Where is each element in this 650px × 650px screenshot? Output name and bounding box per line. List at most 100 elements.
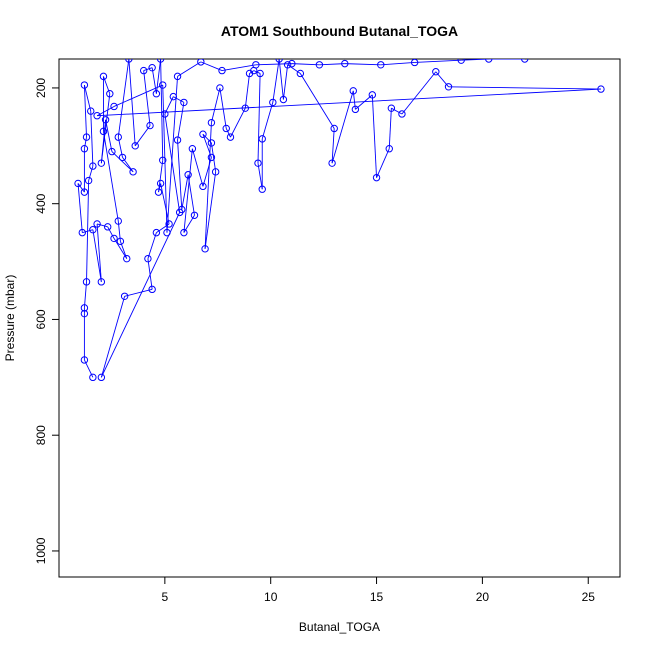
series-segment	[177, 102, 185, 141]
series-segment	[143, 70, 151, 126]
data-point	[139, 66, 148, 75]
data-point	[159, 81, 167, 89]
data-point	[146, 121, 154, 130]
data-point	[385, 145, 393, 153]
series-segment	[461, 59, 489, 61]
data-point	[330, 124, 338, 133]
series-segment	[191, 148, 204, 187]
x-tick-label: 15	[370, 590, 384, 604]
data-point	[159, 156, 167, 164]
series-segment	[299, 73, 335, 129]
series-segment	[105, 119, 113, 152]
series-segment	[225, 128, 231, 138]
series-segment	[177, 140, 183, 210]
data-point	[97, 159, 106, 167]
data-point	[99, 127, 108, 136]
x-axis-label: Butanal_TOGA	[299, 620, 380, 634]
series-segment	[134, 125, 151, 147]
data-point	[118, 153, 127, 162]
series-segment	[244, 73, 250, 109]
data-point	[89, 226, 97, 234]
series-segment	[261, 102, 274, 139]
data-point	[398, 110, 406, 118]
series-segment	[164, 113, 181, 213]
series-segment	[107, 226, 115, 239]
data-point	[87, 107, 95, 115]
data-point	[80, 304, 89, 312]
data-point	[131, 142, 139, 150]
series-segment	[147, 232, 157, 259]
data-point	[190, 211, 199, 219]
series-segment	[96, 223, 102, 282]
data-point	[108, 147, 116, 156]
data-point	[169, 92, 178, 101]
data-point	[74, 179, 82, 188]
data-point	[99, 72, 108, 81]
data-point	[89, 162, 97, 170]
series-segment	[219, 87, 227, 129]
data-point	[180, 98, 188, 107]
data-point	[288, 59, 296, 68]
chart-title: ATOM1 Southbound Butanal_TOGA	[221, 23, 458, 39]
data-point	[283, 61, 292, 69]
data-point	[349, 87, 357, 95]
data-point	[372, 173, 381, 182]
data-point	[148, 285, 156, 294]
series-segment	[166, 76, 178, 233]
data-point	[84, 176, 93, 185]
plot-area	[74, 59, 605, 382]
data-point	[80, 356, 89, 364]
series-segment	[388, 108, 392, 149]
data-point	[368, 91, 377, 99]
data-point	[161, 110, 169, 118]
series-segment	[183, 148, 193, 233]
series-segment	[77, 183, 85, 193]
series-segment	[376, 148, 390, 178]
series-segment	[90, 111, 94, 167]
y-tick-label: 800	[34, 425, 48, 445]
series-segment	[83, 281, 87, 308]
data-point	[156, 59, 165, 63]
series-segment	[117, 59, 130, 138]
series-segment	[291, 63, 320, 66]
data-point	[178, 205, 186, 214]
series-segment	[202, 157, 212, 187]
series-segment	[103, 131, 119, 222]
series-segment	[88, 165, 94, 181]
data-point	[173, 136, 182, 144]
series-segment	[158, 160, 164, 193]
data-point	[97, 373, 106, 382]
series-segment	[83, 84, 92, 112]
data-point	[252, 61, 260, 69]
series-segment	[204, 122, 212, 249]
data-point	[93, 112, 101, 120]
series-segment	[160, 59, 164, 161]
series-segment	[162, 85, 168, 233]
x-tick-label: 20	[476, 590, 490, 604]
data-point	[78, 228, 86, 237]
y-axis: 200 400 600 800 1000	[34, 78, 60, 564]
series-segment	[371, 94, 377, 178]
data-point	[89, 373, 97, 382]
series-segment	[143, 67, 153, 72]
series-segment	[155, 59, 162, 94]
series-segment	[122, 157, 134, 173]
data-point	[387, 104, 396, 112]
data-point	[173, 72, 182, 81]
data-point	[82, 133, 91, 141]
data-point	[226, 133, 235, 141]
series-segment	[391, 107, 403, 115]
data-point	[199, 182, 207, 191]
data-point	[125, 59, 133, 63]
x-axis: 5 10 15 20 25	[162, 576, 595, 604]
data-point	[152, 90, 161, 98]
data-point	[110, 102, 118, 111]
data-point	[269, 98, 277, 107]
series-segment	[128, 59, 136, 146]
series-segment	[210, 142, 217, 172]
data-point	[188, 145, 197, 153]
series-segment	[221, 64, 256, 72]
series-segment	[111, 151, 134, 173]
data-point	[114, 133, 122, 141]
